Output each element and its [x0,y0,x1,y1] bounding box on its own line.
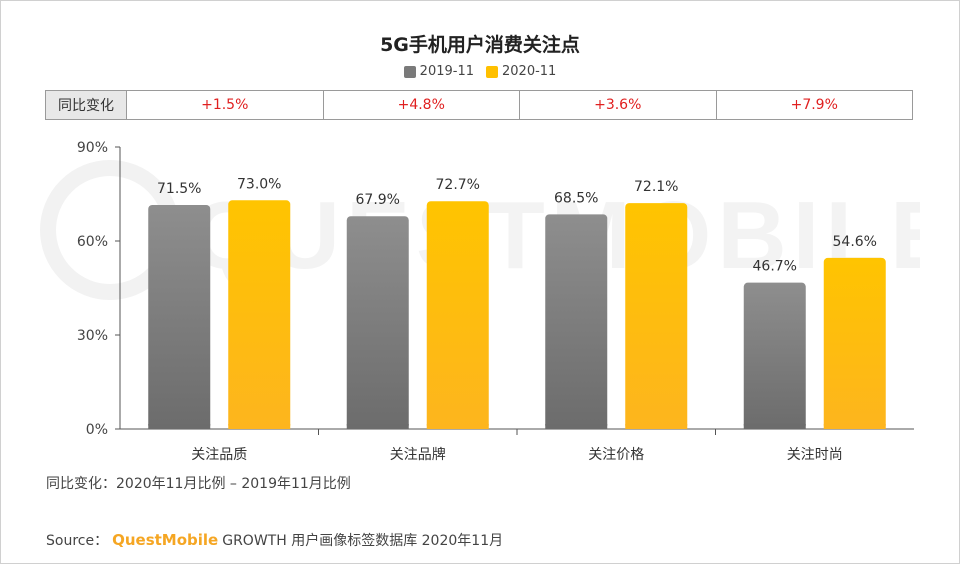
footnote: 同比变化：2020年11月比例 – 2019年11月比例 [46,476,351,492]
y-tick-label: 0% [86,422,108,438]
bar-base [743,424,806,429]
legend-label-2020: 2020-11 [502,64,557,79]
data-label: 67.9% [356,192,400,208]
bar-2019 [545,214,608,429]
legend-swatch-2020 [486,65,498,78]
bar-base [426,424,489,429]
legend-swatch-2019 [403,65,416,78]
data-label: 72.1% [634,179,678,195]
bar-base [228,424,291,429]
bar-2019 [743,282,806,429]
x-tick-label: 关注品质 [191,447,247,463]
x-tick-label: 关注品牌 [390,446,446,463]
yoy-cell-fashion: +7.9% [790,97,838,113]
bar-2020 [228,200,291,429]
source-brand: QuestMobile [112,531,219,549]
yoy-header: 同比变化 [46,91,127,119]
yoy-cell-price: +3.6% [520,91,717,119]
x-tick-label: 关注时尚 [787,447,843,463]
legend: 2019-11 2020-11 [0,64,960,79]
bar-base [823,424,886,429]
bar-base [346,424,409,429]
bar-2020 [823,257,886,429]
bar-base [148,424,211,429]
yoy-cell-brand: +4.8% [324,91,520,119]
source-line: Source： QuestMobile GROWTH 用户画像标签数据库 202… [46,530,503,550]
bar-2019 [148,204,211,429]
data-label: 46.7% [753,259,797,275]
data-label: 68.5% [554,190,598,206]
bar-2020 [625,203,688,429]
bar-base [625,424,688,429]
bar-2019 [346,216,409,429]
source-text: GROWTH 用户画像标签数据库 2020年11月 [222,533,504,549]
legend-label-2019: 2019-11 [419,64,474,79]
data-label: 73.0% [237,176,281,192]
data-label: 72.7% [436,177,480,193]
y-tick-label: 30% [77,328,108,344]
x-tick-label: 关注价格 [588,447,644,463]
source-label: Source： [46,533,109,549]
legend-item-2020: 2020-11 [486,64,556,79]
bar-chart: 0% 30% 60% 90% 关注品质 71.5% 73.0% 关注品牌 67.9% 72.7%… [77,140,914,463]
yoy-table: 同比变化 +1.5% +4.8% +3.6% +7.9% [45,90,913,120]
data-label: 71.5% [157,181,201,197]
bar-2020 [426,201,489,429]
legend-item-2019: 2019-11 [403,64,474,79]
data-label: 54.6% [833,234,877,250]
y-tick-label: 90% [77,140,108,156]
bar-base [545,424,608,429]
y-tick-label: 60% [77,234,108,250]
chart-title: 5G手机用户消费关注点 [380,34,580,56]
yoy-cell-quality: +1.5% [127,91,324,119]
